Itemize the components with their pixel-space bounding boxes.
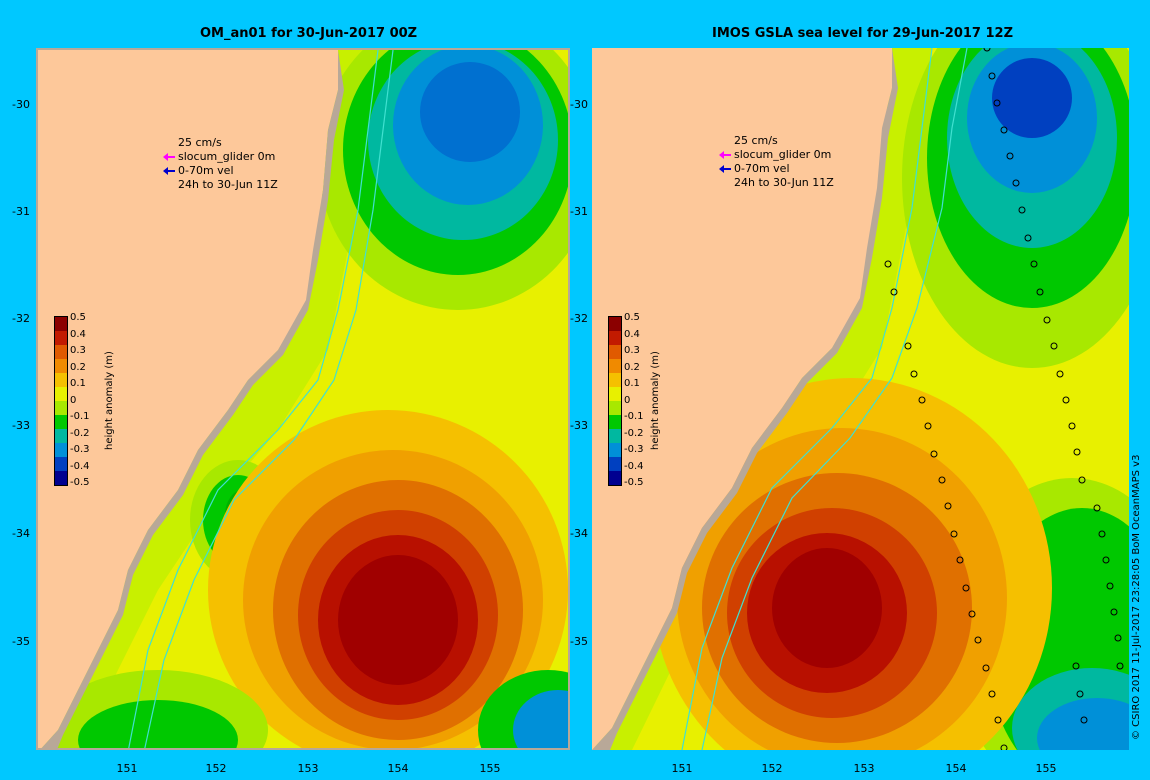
- legend-item-scale: 25 cm/s: [734, 134, 778, 147]
- right-colorbar: [608, 316, 622, 486]
- colorbar-tick-label: 0.2: [70, 361, 86, 373]
- colorbar-tick-label: -0.3: [624, 444, 644, 455]
- y-tick-label: -30: [570, 98, 588, 111]
- y-tick-label: -35: [570, 635, 588, 648]
- colorbar-tick-label: -0.3: [70, 444, 90, 455]
- y-tick-label: -34: [12, 527, 30, 540]
- y-tick-label: -35: [12, 635, 30, 648]
- legend-item-glider: slocum_glider 0m: [719, 148, 834, 162]
- y-tick-label: -32: [12, 312, 30, 325]
- legend-item-vel: 0-70m vel: [163, 164, 278, 178]
- colorbar-tick-label: 0.5: [70, 312, 86, 323]
- credit-text: © CSIRO 2017 11-Jul-2017 23:28:05 BoM Oc…: [1131, 454, 1142, 740]
- colorbar-tick-label: 0: [624, 394, 631, 406]
- x-tick-label: 153: [297, 762, 319, 775]
- legend-item-glider: slocum_glider 0m: [163, 150, 278, 164]
- colorbar-tick-label: 0.4: [70, 328, 86, 340]
- colorbar-tick-label: 0.4: [624, 328, 640, 340]
- right-panel-title: IMOS GSLA sea level for 29-Jun-2017 12Z: [712, 26, 1013, 41]
- legend-item-vel: 0-70m vel: [719, 162, 834, 176]
- y-tick-label: -34: [570, 527, 588, 540]
- blue-arrow-icon: [163, 167, 175, 175]
- left-y-axis: -30 -31 -32 -33 -34 -35: [0, 0, 34, 780]
- x-tick-label: 154: [387, 762, 409, 775]
- right-legend: 25 cm/s slocum_glider 0m 0-70m vel 24h t…: [719, 134, 834, 190]
- x-tick-label: 152: [205, 762, 227, 775]
- x-tick-label: 152: [761, 762, 783, 775]
- right-y-axis: -30 -31 -32 -33 -34 -35: [558, 0, 592, 780]
- y-tick-label: -31: [12, 205, 30, 218]
- legend-item-time: 24h to 30-Jun 11Z: [178, 178, 278, 191]
- x-tick-label: 151: [671, 762, 693, 775]
- colorbar-tick-label: -0.4: [624, 460, 644, 472]
- legend-item-scale: 25 cm/s: [178, 136, 222, 149]
- right-colorbar-title: height anomaly (m): [650, 351, 661, 450]
- colorbar-tick-label: -0.2: [624, 427, 644, 439]
- left-map-field: [38, 50, 568, 748]
- x-tick-label: 153: [853, 762, 875, 775]
- left-map-panel: 25 cm/s slocum_glider 0m 0-70m vel 24h t…: [36, 48, 570, 750]
- left-colorbar-title: height anomaly (m): [104, 351, 115, 450]
- magenta-arrow-icon: [719, 151, 731, 159]
- x-tick-label: 155: [1035, 762, 1057, 775]
- y-tick-label: -31: [570, 205, 588, 218]
- right-map-field: [592, 48, 1129, 750]
- colorbar-tick-label: 0: [70, 394, 77, 406]
- colorbar-tick-label: 0.1: [70, 378, 86, 389]
- magenta-arrow-icon: [163, 153, 175, 161]
- colorbar-tick-label: -0.5: [70, 477, 90, 488]
- colorbar-tick-label: 0.1: [624, 378, 640, 389]
- colorbar-tick-label: -0.5: [624, 477, 644, 488]
- left-land: [38, 50, 338, 748]
- right-map-panel: 25 cm/s slocum_glider 0m 0-70m vel 24h t…: [592, 48, 1129, 750]
- y-tick-label: -30: [12, 98, 30, 111]
- left-panel-title: OM_an01 for 30-Jun-2017 00Z: [200, 26, 418, 41]
- y-tick-label: -33: [12, 419, 30, 432]
- colorbar-tick-label: -0.4: [70, 460, 90, 472]
- colorbar-tick-label: -0.2: [70, 427, 90, 439]
- colorbar-tick-label: 0.5: [624, 312, 640, 323]
- colorbar-tick-label: 0.3: [624, 345, 640, 356]
- altimetry-track: [884, 48, 1124, 750]
- left-colorbar-ticks: 0.5 0.4 0.3 0.2 0.1 0 -0.1 -0.2 -0.3 -0.4 -0.5: [70, 312, 100, 492]
- left-colorbar: [54, 316, 68, 486]
- x-tick-label: 155: [479, 762, 501, 775]
- colorbar-tick-label: 0.3: [70, 345, 86, 356]
- colorbar-tick-label: -0.1: [70, 411, 90, 422]
- left-legend: 25 cm/s slocum_glider 0m 0-70m vel 24h t…: [163, 136, 278, 192]
- colorbar-tick-label: 0.2: [624, 361, 640, 373]
- legend-item-time: 24h to 30-Jun 11Z: [734, 176, 834, 189]
- x-tick-label: 154: [945, 762, 967, 775]
- x-tick-label: 151: [116, 762, 138, 775]
- y-tick-label: -32: [570, 312, 588, 325]
- colorbar-tick-label: -0.1: [624, 411, 644, 422]
- y-tick-label: -33: [570, 419, 588, 432]
- blue-arrow-icon: [719, 165, 731, 173]
- right-colorbar-ticks: 0.5 0.4 0.3 0.2 0.1 0 -0.1 -0.2 -0.3 -0.4 -0.5: [624, 312, 654, 492]
